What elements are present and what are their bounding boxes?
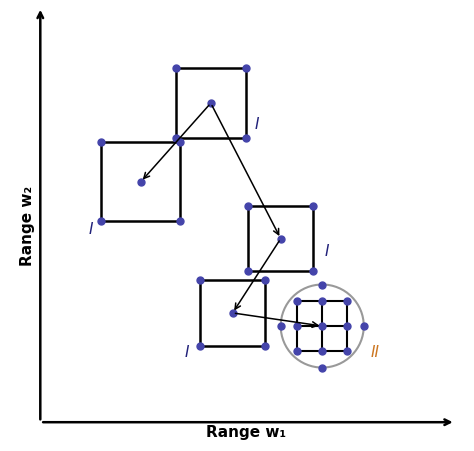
Text: I: I xyxy=(255,117,259,132)
Bar xyxy=(101,143,180,221)
Bar xyxy=(248,206,313,272)
Text: Range w₁: Range w₁ xyxy=(206,425,286,440)
Bar xyxy=(176,68,246,138)
Text: I: I xyxy=(184,345,189,359)
Text: I: I xyxy=(324,244,329,259)
Text: I: I xyxy=(88,222,93,237)
Bar xyxy=(200,280,265,346)
Text: Range w₂: Range w₂ xyxy=(20,185,35,266)
Text: II: II xyxy=(370,345,379,359)
